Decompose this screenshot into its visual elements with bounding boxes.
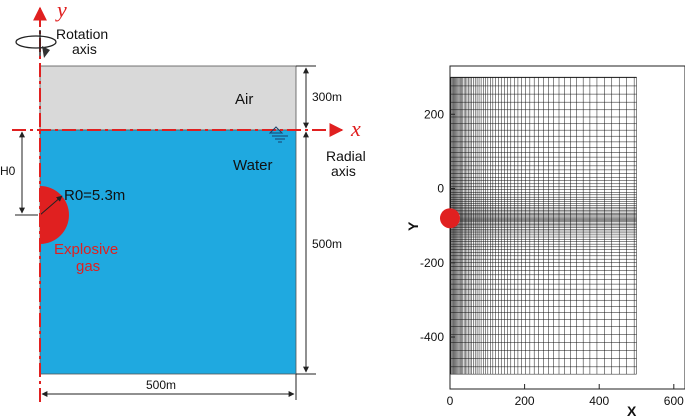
radius-arrow xyxy=(39,195,63,216)
radial-axis-label-2: axis xyxy=(331,163,356,179)
y-axis-title: Y xyxy=(405,221,421,231)
mesh-plot: 0 200 400 600 200 0 -200 -400 X Y xyxy=(405,65,685,417)
air-label: Air xyxy=(235,91,253,108)
x-tick-label: 600 xyxy=(664,394,684,408)
y-tick-label: 0 xyxy=(437,182,444,196)
explosive-label-1: Explosive xyxy=(54,241,118,258)
mesh-grid xyxy=(449,76,637,375)
schematic-panel: y x Rotation axis Radial axis Air Water … xyxy=(0,0,366,402)
explosive-bubble-marker xyxy=(440,208,460,229)
water-height-label: 500m xyxy=(312,237,342,251)
rotation-icon xyxy=(15,30,57,58)
x-axis-label: x xyxy=(350,116,361,141)
x-tick-label: 0 xyxy=(447,394,454,408)
x-tick-label: 200 xyxy=(515,394,535,408)
water-surface-icon xyxy=(268,126,288,143)
y-axis-label: y xyxy=(55,0,67,22)
radial-axis-label-1: Radial xyxy=(326,148,366,164)
radius-label: R0=5.3m xyxy=(64,187,125,204)
explosive-label-2: gas xyxy=(76,258,100,275)
y-tick-label: -200 xyxy=(420,256,444,270)
x-tick-label: 400 xyxy=(589,394,609,408)
depth-label: H0 xyxy=(0,164,16,178)
air-height-label: 300m xyxy=(312,90,342,104)
width-label: 500m xyxy=(146,378,176,392)
air-region xyxy=(39,65,297,131)
y-tick-label: -400 xyxy=(420,330,444,344)
water-region xyxy=(39,129,297,375)
water-label: Water xyxy=(233,157,272,174)
rotation-axis-label-2: axis xyxy=(72,41,97,57)
x-axis-title: X xyxy=(627,403,637,417)
y-tick-label: 200 xyxy=(424,107,444,121)
rotation-axis-label-1: Rotation xyxy=(56,26,108,42)
axis-ticks: 0 200 400 600 200 0 -200 -400 xyxy=(420,107,684,408)
